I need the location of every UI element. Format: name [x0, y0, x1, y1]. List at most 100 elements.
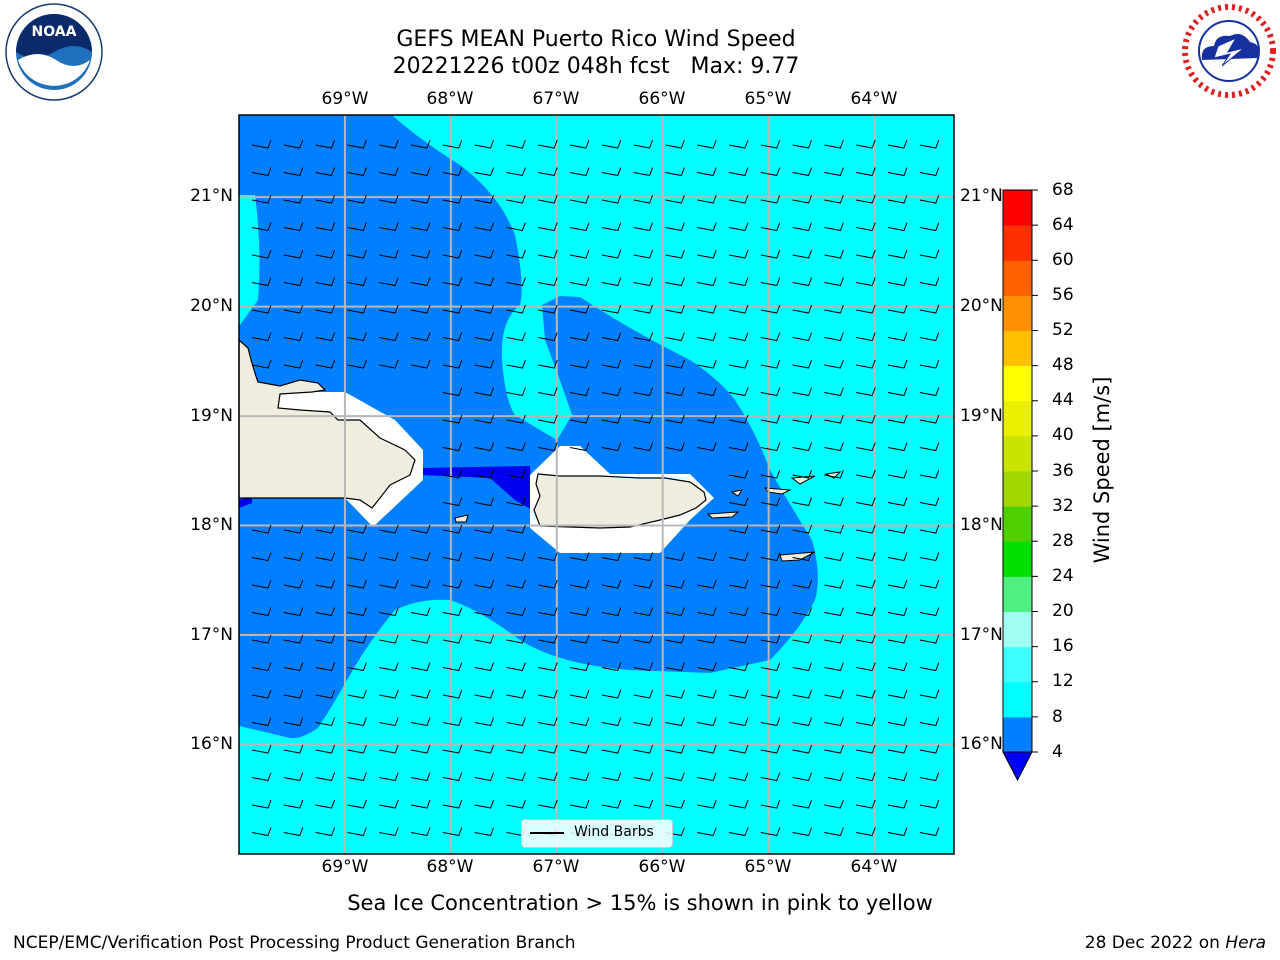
wind-barb	[887, 552, 908, 562]
wind-barb	[665, 167, 685, 177]
wind-barb	[442, 607, 463, 617]
lon-tick-top: 69°W	[321, 89, 369, 109]
wind-barb	[315, 552, 336, 562]
wind-barb	[792, 552, 813, 562]
wind-barb	[887, 414, 908, 424]
wind-barb	[760, 662, 781, 672]
wind-barb	[856, 662, 876, 672]
wind-barb	[824, 359, 844, 369]
wind-barb	[315, 689, 336, 699]
wind-barb	[824, 222, 844, 232]
wind-barb	[856, 607, 876, 617]
wind-barb	[506, 249, 526, 259]
wind-barb	[569, 634, 590, 644]
colorbar-tick: 28	[1052, 531, 1074, 551]
wind-barb	[410, 827, 431, 837]
wind-barb	[792, 332, 813, 342]
wind-barb	[697, 827, 717, 837]
wind-barb	[824, 249, 844, 259]
wind-barb	[697, 772, 717, 782]
wind-barb	[506, 524, 526, 534]
wind-barb	[792, 772, 813, 782]
wind-barb	[601, 442, 622, 452]
wind-barb	[601, 139, 622, 149]
wind-barb	[506, 552, 526, 562]
wind-barb	[601, 579, 622, 589]
wind-barb	[792, 359, 813, 369]
wind-barb	[824, 744, 844, 754]
wind-barb	[442, 634, 463, 644]
wind-barb	[379, 607, 399, 617]
wind-barb	[919, 414, 940, 424]
wind-barb	[442, 717, 463, 727]
wind-barb	[887, 607, 908, 617]
wind-barb	[887, 304, 908, 314]
wind-barb	[887, 277, 908, 287]
wind-barb	[633, 662, 654, 672]
wind-barb	[315, 827, 336, 837]
lon-tick-top: 68°W	[426, 89, 474, 109]
colorbar-tick: 8	[1052, 707, 1063, 727]
wind-barb	[728, 827, 749, 837]
wind-barb	[379, 332, 399, 342]
wind-barb	[601, 772, 622, 782]
wind-barb	[538, 662, 558, 672]
wind-barb	[792, 497, 813, 507]
wind-barb	[728, 717, 749, 727]
wind-barb	[760, 497, 781, 507]
wind-barb	[760, 744, 781, 754]
wind-barb	[697, 717, 717, 727]
wind-barb	[442, 799, 463, 809]
wind-barb	[919, 607, 940, 617]
wind-barb	[442, 772, 463, 782]
wind-barb	[410, 744, 431, 754]
wind-barb	[887, 442, 908, 452]
wind-barb	[347, 249, 367, 259]
wind-barb	[887, 387, 908, 397]
lon-tick-bottom: 69°W	[321, 857, 369, 877]
wind-barb	[728, 497, 749, 507]
wind-barb	[442, 249, 463, 259]
wind-barb	[506, 689, 526, 699]
wind-barb	[538, 717, 558, 727]
wind-barb	[251, 194, 272, 204]
wind-barb	[887, 497, 908, 507]
wind-barb	[601, 799, 622, 809]
wind-barb	[728, 799, 749, 809]
wind-barb	[760, 607, 781, 617]
wind-barb	[760, 772, 781, 782]
lat-tick-right: 20°N	[960, 296, 1003, 316]
wind-barb	[410, 634, 431, 644]
wind-barb	[792, 442, 813, 452]
wind-barb	[792, 469, 813, 479]
wind-barb	[887, 167, 908, 177]
wind-barb	[601, 222, 622, 232]
wind-barb	[474, 414, 495, 424]
wind-barb	[824, 552, 844, 562]
colorbar-tick: 52	[1052, 320, 1074, 340]
wind-barb	[347, 634, 367, 644]
wind-barb	[760, 552, 781, 562]
wind-barb	[251, 524, 272, 534]
wind-barb	[760, 249, 781, 259]
wind-barb	[569, 359, 590, 369]
wind-barb	[887, 689, 908, 699]
wind-barb	[887, 524, 908, 534]
wind-barb	[792, 304, 813, 314]
wind-barb	[442, 442, 463, 452]
wind-barb	[474, 524, 495, 534]
wind-barb	[792, 799, 813, 809]
wind-barb	[856, 552, 876, 562]
wind-barb	[887, 194, 908, 204]
wind-barb	[474, 222, 495, 232]
wind-barb	[792, 579, 813, 589]
wind-barb	[919, 139, 940, 149]
wind-barb	[665, 222, 685, 232]
wind-barb	[379, 194, 399, 204]
wind-barb	[251, 222, 272, 232]
wind-barb	[728, 607, 749, 617]
wind-barb	[410, 277, 431, 287]
wind-barb	[506, 579, 526, 589]
wind-barb	[919, 167, 940, 177]
lon-tick-top: 64°W	[850, 89, 898, 109]
